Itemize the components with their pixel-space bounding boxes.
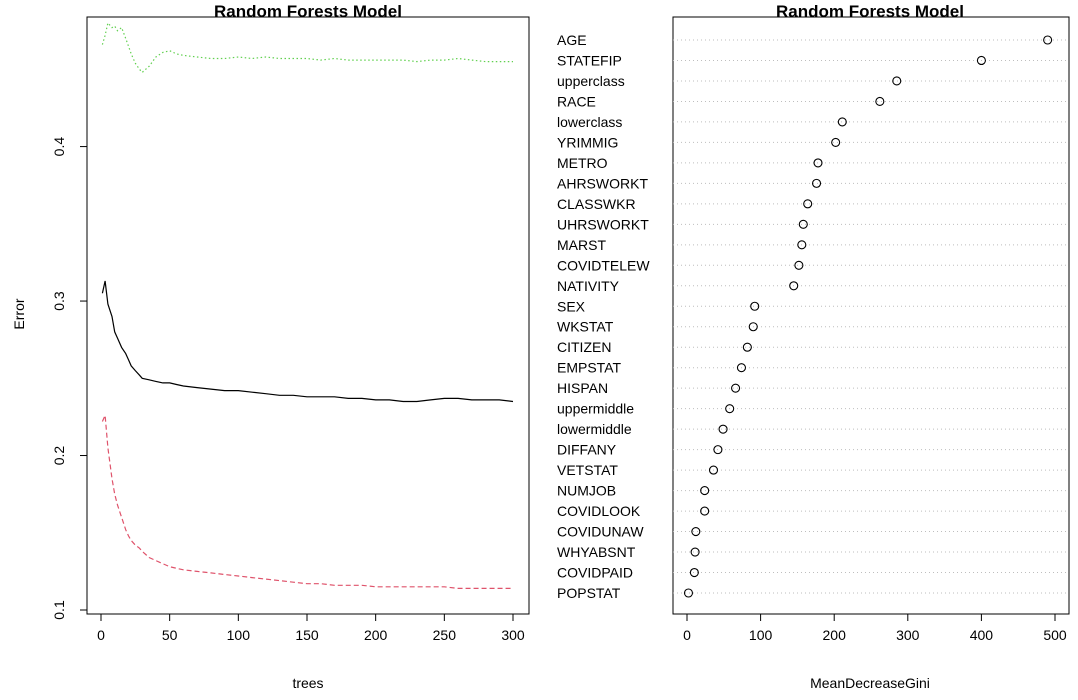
variable-label: lowerclass — [557, 114, 622, 130]
left-x-tick-label: 100 — [227, 627, 251, 643]
left-x-tick-label: 0 — [97, 627, 105, 643]
importance-point — [813, 158, 823, 168]
right-x-axis: 0 100 200 300 400 500 — [683, 613, 1067, 643]
importance-point — [794, 260, 804, 270]
left-y-tick-label: 0.1 — [51, 600, 67, 620]
variable-label: YRIMMIG — [557, 134, 618, 150]
importance-point — [708, 465, 719, 475]
right-x-tick-label: 100 — [749, 627, 773, 643]
left-series-group — [101, 21, 514, 590]
class-1-error-line — [101, 415, 513, 590]
left-y-tick-label: 0.4 — [51, 137, 67, 157]
importance-point — [683, 588, 694, 598]
left-plot-box — [86, 16, 530, 615]
variable-label: MARST — [557, 237, 606, 253]
variable-label: WHYABSNT — [557, 544, 636, 560]
importance-point — [700, 506, 710, 516]
right-importance-points — [683, 35, 1053, 598]
importance-point — [736, 363, 747, 373]
right-dot-gridlines — [673, 39, 1069, 594]
importance-point — [798, 219, 808, 229]
importance-point — [691, 527, 701, 537]
variable-label: AHRSWORKT — [557, 175, 648, 191]
variable-label: WKSTAT — [557, 319, 614, 335]
importance-point — [892, 76, 902, 86]
importance-point — [831, 137, 841, 147]
error-rate-panel: Random Forests Model trees Error 0 50 100 1… — [11, 2, 530, 691]
variable-label: VETSTAT — [557, 462, 618, 478]
variable-label: COVIDTELEW — [557, 257, 650, 273]
left-x-tick-label: 150 — [295, 627, 319, 643]
right-variable-labels: AGE STATEFIP upperclass RACE lowerclass YRIMM… — [557, 32, 650, 601]
right-x-tick-label: 400 — [970, 627, 994, 643]
oob-error-line — [101, 280, 514, 403]
variable-label: NATIVITY — [557, 278, 620, 294]
variable-label: CITIZEN — [557, 339, 611, 355]
importance-point — [750, 301, 760, 311]
right-x-tick-label: 300 — [896, 627, 920, 643]
left-x-tick-label: 300 — [501, 627, 525, 643]
importance-point — [742, 342, 752, 352]
variable-label: uppermiddle — [557, 401, 634, 417]
variable-label: HISPAN — [557, 380, 608, 396]
right-x-tick-label: 0 — [683, 627, 691, 643]
importance-point — [1043, 35, 1053, 45]
variable-label: AGE — [557, 32, 587, 48]
left-y-tick-label: 0.2 — [51, 446, 67, 466]
left-y-tick-label: 0.3 — [51, 291, 67, 311]
variable-label: lowermiddle — [557, 421, 632, 437]
importance-point — [797, 240, 807, 250]
class-2-error-line — [101, 21, 513, 74]
variable-label: POPSTAT — [557, 585, 621, 601]
left-x-axis: 0 50 100 150 200 250 300 — [97, 613, 525, 643]
importance-point — [976, 55, 986, 66]
importance-point — [725, 404, 735, 414]
variable-label: COVIDLOOK — [557, 503, 641, 519]
left-chart-title: Random Forests Model — [214, 2, 402, 21]
left-y-axis-label: Error — [11, 298, 27, 329]
left-x-axis-label: trees — [292, 675, 323, 691]
variable-label: SEX — [557, 298, 586, 314]
importance-point — [718, 424, 728, 434]
left-x-tick-label: 200 — [364, 627, 388, 643]
importance-point — [689, 567, 699, 578]
variable-label: METRO — [557, 155, 608, 171]
importance-point — [690, 547, 700, 557]
right-x-tick-label: 500 — [1043, 627, 1067, 643]
importance-point — [731, 383, 741, 393]
variable-importance-panel: Random Forests Model MeanDecreaseGini AG… — [557, 2, 1070, 691]
importance-point — [700, 486, 710, 496]
importance-point — [803, 199, 813, 209]
variable-label: UHRSWORKT — [557, 216, 649, 232]
right-x-axis-label: MeanDecreaseGini — [810, 675, 930, 691]
left-y-axis: 0.1 0.2 0.3 0.4 — [51, 137, 88, 620]
variable-label: EMPSTAT — [557, 360, 621, 376]
variable-label: STATEFIP — [557, 52, 622, 68]
variable-label: RACE — [557, 93, 596, 109]
variable-label: COVIDPAID — [557, 565, 633, 581]
left-x-tick-label: 50 — [162, 627, 178, 643]
right-x-tick-label: 200 — [823, 627, 847, 643]
variable-label: DIFFANY — [557, 442, 617, 458]
variable-label: upperclass — [557, 73, 625, 89]
right-plot-box — [672, 16, 1070, 615]
variable-label: COVIDUNAW — [557, 524, 644, 540]
importance-point — [811, 178, 822, 188]
importance-point — [837, 117, 847, 127]
importance-point — [789, 281, 799, 291]
importance-point — [875, 96, 885, 106]
right-chart-title: Random Forests Model — [776, 2, 964, 21]
variable-label: CLASSWKR — [557, 196, 636, 212]
importance-point — [713, 445, 723, 455]
importance-point — [748, 322, 758, 332]
variable-label: NUMJOB — [557, 483, 616, 499]
left-x-tick-label: 250 — [433, 627, 457, 643]
